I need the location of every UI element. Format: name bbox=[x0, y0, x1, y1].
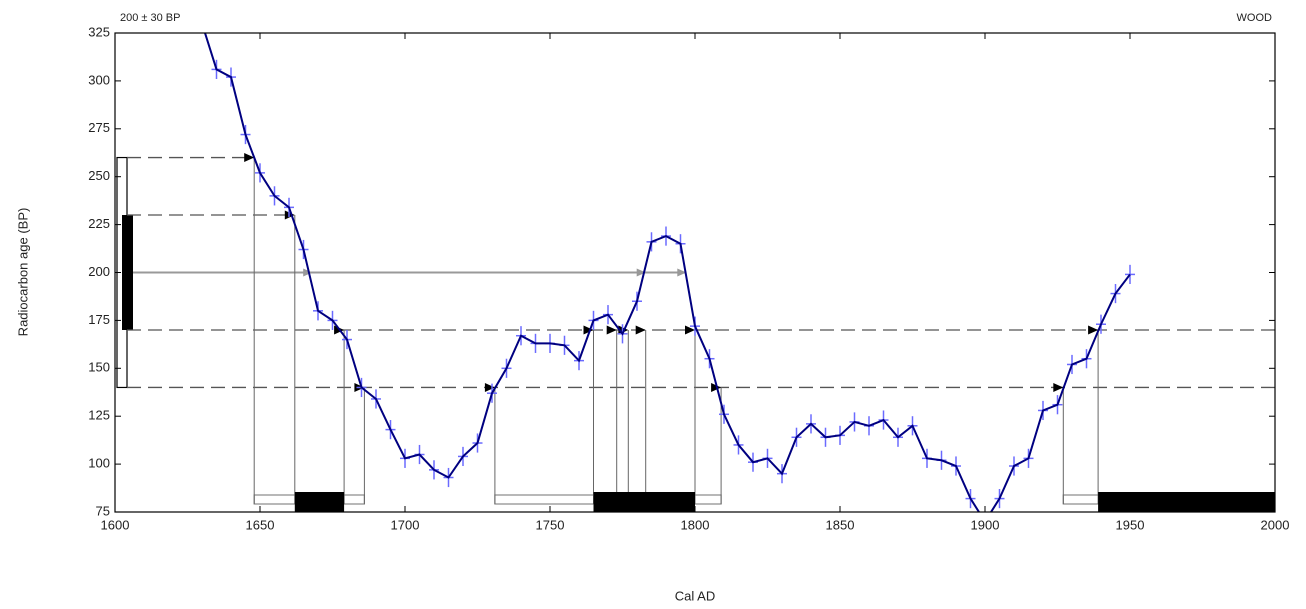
crossing-arrow bbox=[244, 153, 255, 163]
y-axis-label: Radiocarbon age (BP) bbox=[15, 208, 30, 337]
y-tick-label: 175 bbox=[88, 312, 110, 327]
one-sigma-range bbox=[1098, 492, 1275, 512]
crossing-arrow bbox=[635, 325, 646, 335]
y-tick-label: 275 bbox=[88, 120, 110, 135]
crossing-arrow bbox=[284, 210, 295, 220]
y-tick-label: 300 bbox=[88, 72, 110, 87]
crossing-arrow bbox=[685, 325, 695, 335]
mean-arrow bbox=[636, 268, 646, 277]
crossing-arrow bbox=[583, 325, 594, 335]
crossing-arrow bbox=[1088, 325, 1099, 335]
x-tick-label: 1800 bbox=[681, 517, 710, 532]
x-tick-label: 1950 bbox=[1116, 517, 1145, 532]
crossing-arrow bbox=[484, 382, 495, 392]
y-tick-label: 100 bbox=[88, 456, 110, 471]
one-sigma-range bbox=[294, 492, 345, 512]
plot-area bbox=[116, 33, 1275, 512]
x-axis-label: Cal AD bbox=[675, 588, 715, 603]
x-tick-label: 1700 bbox=[391, 517, 420, 532]
x-tick-label: 1600 bbox=[101, 517, 130, 532]
crossing-arrow bbox=[606, 325, 617, 335]
y-tick-label: 75 bbox=[96, 503, 110, 518]
material-label: WOOD bbox=[1237, 12, 1272, 24]
y-tick-label: 125 bbox=[88, 408, 110, 423]
crossing-arrow bbox=[1053, 382, 1064, 392]
y-tick-label: 200 bbox=[88, 264, 110, 279]
x-tick-label: 1650 bbox=[246, 517, 275, 532]
y-tick-label: 150 bbox=[88, 360, 110, 375]
x-tick-label: 2000 bbox=[1261, 517, 1290, 532]
one-sigma-range bbox=[593, 492, 695, 512]
x-tick-label: 1750 bbox=[536, 517, 565, 532]
mean-arrow bbox=[677, 268, 687, 277]
y-tick-label: 325 bbox=[88, 24, 110, 39]
sample-label: 200 ± 30 BP bbox=[120, 12, 180, 24]
y-tick-label: 225 bbox=[88, 216, 110, 231]
mean-arrow bbox=[303, 268, 313, 277]
y-tick-label: 250 bbox=[88, 168, 110, 183]
x-tick-label: 1900 bbox=[971, 517, 1000, 532]
calibration-curve bbox=[203, 33, 1131, 512]
x-tick-label: 1850 bbox=[826, 517, 855, 532]
one-sigma-box bbox=[122, 215, 133, 330]
plot-frame bbox=[114, 32, 1276, 513]
